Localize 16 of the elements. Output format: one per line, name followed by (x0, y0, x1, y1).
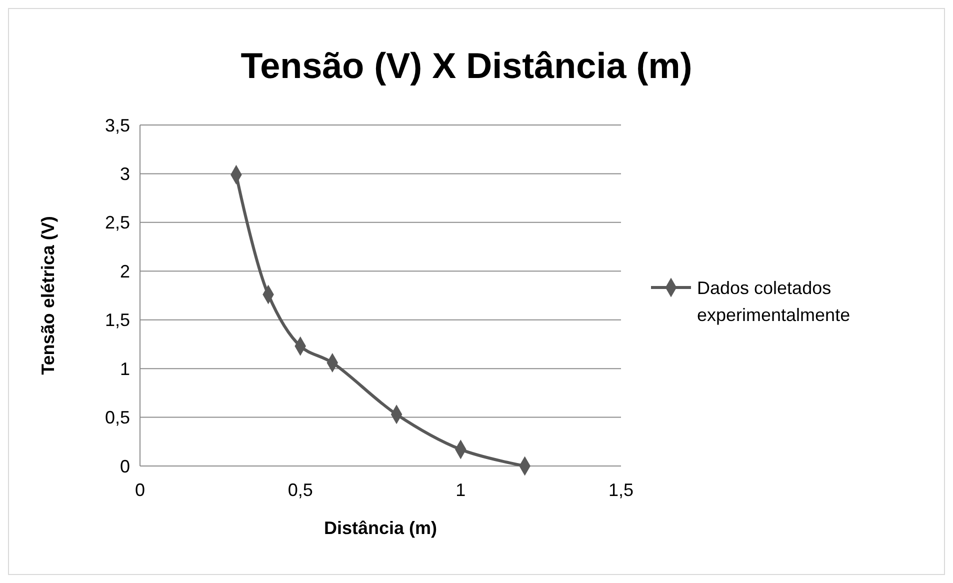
x-tick-label: 1,5 (608, 480, 634, 500)
y-tick-label: 2,5 (104, 212, 130, 233)
y-tick-label: 1,5 (104, 310, 130, 330)
y-tick-label: 0 (120, 456, 130, 476)
y-tick-label: 0,5 (104, 408, 130, 428)
y-tick-label: 1 (120, 358, 130, 379)
legend-label: Dados coletados experimentalmente (697, 278, 850, 325)
y-axis-title: Tensão elétrica (V) (38, 216, 58, 375)
y-tick-label: 2 (120, 261, 130, 282)
y-tick-label: 3 (120, 164, 130, 184)
x-tick-label: 1 (456, 480, 466, 500)
y-tick-label: 3,5 (104, 115, 130, 136)
x-tick-label: 0 (134, 480, 146, 500)
x-axis-title: Distância (m) (324, 518, 438, 538)
x-tick-label: 0,5 (288, 480, 313, 500)
chart-title: Tensão (V) X Distância (m) (240, 45, 692, 86)
